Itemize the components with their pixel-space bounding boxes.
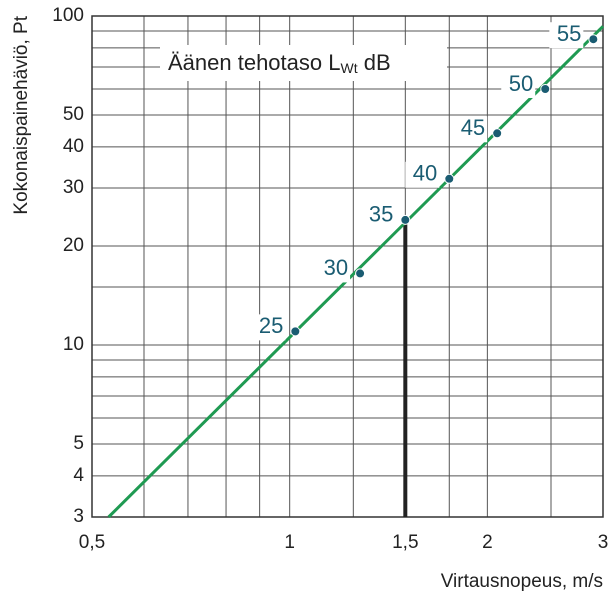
plot-frame — [91, 15, 604, 518]
point — [588, 34, 599, 45]
y-tick-label: 3 — [73, 506, 84, 527]
point-label-bg — [405, 161, 440, 188]
point — [492, 128, 503, 139]
annotation-subscript: Wt — [340, 60, 357, 76]
annotation-box — [160, 45, 447, 81]
x-tick-label: 1 — [284, 532, 295, 553]
point-label: 50 — [509, 71, 533, 96]
annotation: Äänen tehotaso LWt dB — [160, 45, 447, 81]
y-tick-label: 5 — [73, 433, 84, 454]
point — [444, 173, 455, 184]
point-label-bg — [453, 116, 488, 143]
y-tick-label: 30 — [63, 177, 84, 198]
point-label-bg — [501, 71, 536, 98]
annotation-suffix: dB — [358, 50, 391, 75]
point-label: 40 — [413, 161, 437, 186]
point — [540, 83, 551, 94]
annotation-text: Äänen tehotaso L — [168, 50, 340, 75]
point — [290, 326, 301, 337]
point-label-bg — [316, 256, 351, 283]
y-tick-label: 100 — [52, 5, 84, 26]
x-tick-label: 0,5 — [79, 532, 105, 553]
point-label: 35 — [369, 202, 393, 227]
y-tick-label: 20 — [63, 235, 84, 256]
y-tick-label: 4 — [73, 465, 84, 486]
x-axis-label: Virtausnopeus, m/s — [441, 571, 603, 592]
point-label: 30 — [324, 255, 348, 280]
x-tick-label: 3 — [598, 532, 609, 553]
y-axis-label: Kokonaispainehäviö, Pt — [11, 15, 32, 214]
point-label: 45 — [461, 115, 485, 140]
annotation-text: Äänen tehotaso LWt dB — [168, 50, 391, 76]
point-label-bg — [361, 202, 396, 229]
point-label-bg — [549, 22, 584, 49]
x-tick-label: 1,5 — [392, 532, 418, 553]
y-tick-label: 40 — [63, 136, 84, 157]
y-tick-label: 50 — [63, 104, 84, 125]
point-label: 25 — [259, 313, 283, 338]
y-tick-label: 10 — [63, 334, 84, 355]
point — [400, 214, 411, 225]
point — [355, 268, 366, 279]
x-tick-label: 2 — [482, 532, 493, 553]
point-label-bg — [251, 314, 286, 341]
point-label: 55 — [557, 21, 581, 46]
